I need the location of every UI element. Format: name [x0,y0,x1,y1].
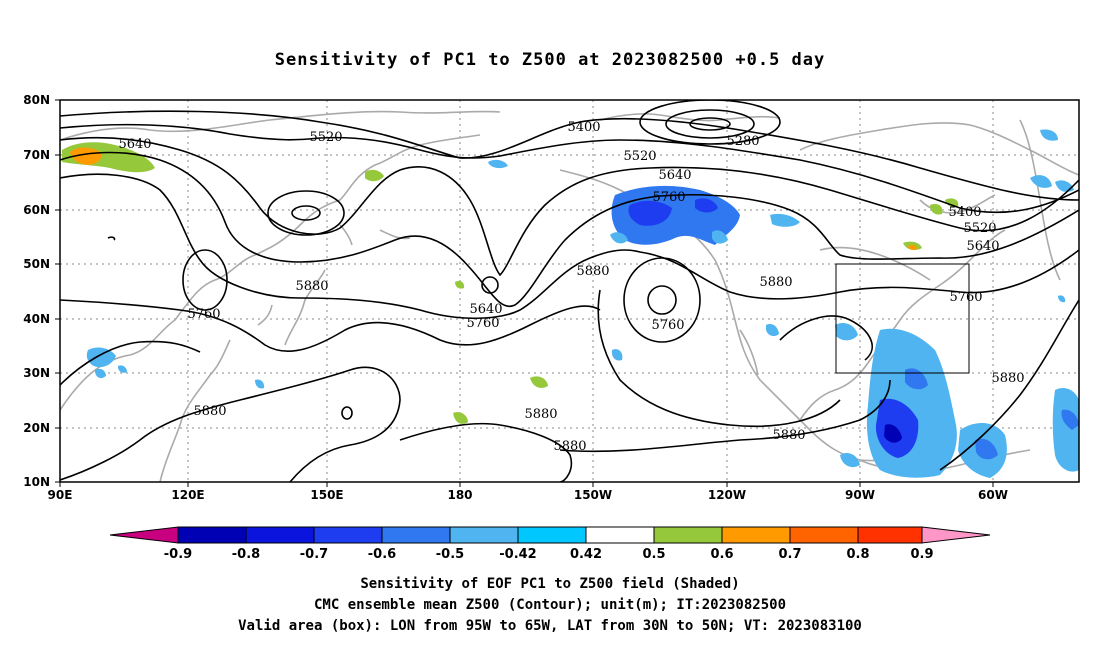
colorbar-tick: 0.42 [570,547,602,562]
contour-label: 5520 [623,149,656,164]
contour-label: 5520 [963,221,996,236]
caption-line-2: CMC ensemble mean Z500 (Contour); unit(m… [313,597,786,613]
lon-axis: 90E 120E 150E 180 150W 120W 90W 60W [48,488,1008,502]
colorbar: -0.9 -0.8 -0.7 -0.6 -0.5 -0.42 0.42 0.5 … [109,526,991,562]
colorbar-cell [789,526,859,544]
lon-label: 150E [310,488,343,502]
contour-label: 5880 [295,279,328,294]
colorbar-cell [517,526,587,544]
contour-label: 5880 [524,407,557,422]
colorbar-cell [449,526,519,544]
contour-label: 5880 [193,404,226,419]
contour-label: 5640 [118,137,151,152]
colorbar-tick: 0.9 [910,547,933,562]
colorbar-right-triangle [921,526,991,544]
colorbar-left-triangle [109,526,179,544]
lon-label: 90E [48,488,73,502]
contour-label: 5400 [948,205,981,220]
contour-label: 5880 [759,275,792,290]
colorbar-tick: -0.7 [300,547,328,562]
tick-marks [55,99,994,487]
contour-label: 5880 [991,371,1024,386]
valid-area-box [835,263,970,374]
contour-label: 5640 [469,302,502,317]
contour-label: 5280 [726,134,759,149]
lat-label: 50N [23,257,50,271]
colorbar-tick: -0.9 [164,547,192,562]
lat-label: 20N [23,421,50,435]
contour-label: 5640 [966,239,999,254]
contour-label-group: 5640 5520 5400 5280 5520 5640 5760 5400 … [118,120,1024,454]
chart-title: Sensitivity of PC1 to Z500 at 2023082500… [274,50,826,70]
lon-label: 90W [845,488,875,502]
contour-label: 5760 [949,290,982,305]
lat-label: 60N [23,203,50,217]
caption-line-3: Valid area (box): LON from 95W to 65W, L… [238,618,862,634]
colorbar-tick: 0.6 [710,547,733,562]
lon-label: 150W [574,488,612,502]
lon-label: 60W [978,488,1008,502]
contour-label: 5640 [658,168,691,183]
colorbar-tick: 0.8 [846,547,869,562]
colorbar-tick: -0.42 [499,547,536,562]
contour-label: 5880 [772,428,805,443]
colorbar-cell [245,526,315,544]
contour-label: 5760 [466,316,499,331]
colorbar-cell [381,526,451,544]
colorbar-cell [721,526,791,544]
colorbar-cell [857,526,923,544]
colorbar-cell [653,526,723,544]
sensitivity-shading [62,129,1079,478]
contour-label: 5880 [553,439,586,454]
colorbar-tick: -0.5 [436,547,464,562]
lat-label: 30N [23,366,50,380]
colorbar-tick: 0.7 [778,547,801,562]
contour-label: 5520 [309,130,342,145]
contour-label: 5400 [567,120,600,135]
contour-label: 5760 [187,307,220,322]
lat-label: 80N [23,93,50,107]
contour-label: 5880 [576,264,609,279]
lat-axis: 80N 70N 60N 50N 40N 30N 20N 10N [23,93,50,489]
colorbar-cell [177,526,247,544]
map-frame [59,99,1080,483]
contour-label: 5760 [652,190,685,205]
contour-label: 5760 [651,318,684,333]
caption-line-1: Sensitivity of EOF PC1 to Z500 field (Sh… [360,576,740,592]
z500-contours [60,100,1079,482]
colorbar-cell [585,526,655,544]
lon-label: 120E [171,488,204,502]
lon-label: 180 [447,488,472,502]
lat-label: 70N [23,148,50,162]
colorbar-cell [313,526,383,544]
lat-label: 40N [23,312,50,326]
colorbar-tick: 0.5 [642,547,665,562]
caption-block: Sensitivity of EOF PC1 to Z500 field (Sh… [0,574,1100,637]
lon-label: 120W [708,488,746,502]
colorbar-tick: -0.8 [232,547,260,562]
lat-label: 10N [23,475,50,489]
colorbar-tick: -0.6 [368,547,396,562]
